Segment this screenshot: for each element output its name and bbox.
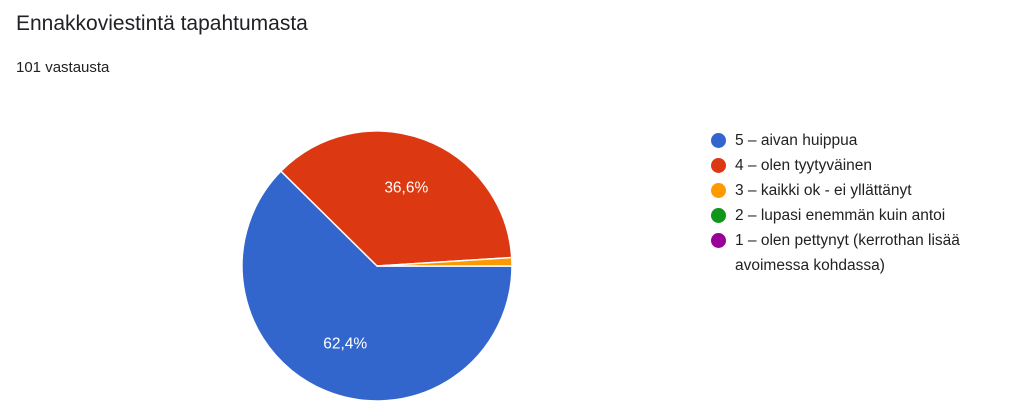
slice-label-2: 36,6% — [384, 180, 428, 197]
legend-swatch-icon — [711, 233, 726, 248]
pie-chart: 62,4% 36,6% — [241, 130, 513, 402]
response-count: 101 vastausta — [16, 59, 110, 76]
legend-swatch-icon — [711, 133, 726, 148]
legend-label: 4 – olen tyytyväinen — [735, 157, 873, 174]
pie-slice-3[interactable] — [376, 256, 513, 267]
legend-item-3[interactable]: 3 – kaikki ok - ei yllättänyt — [711, 178, 1011, 203]
legend-swatch-icon — [711, 158, 726, 173]
legend-item-4[interactable]: 2 – lupasi enemmän kuin antoi — [711, 203, 1011, 228]
chart-legend: 5 – aivan huippua 4 – olen tyytyväinen 3 –… — [711, 128, 1011, 278]
legend-label: 2 – lupasi enemmän kuin antoi — [735, 207, 946, 224]
chart-title: Ennakkoviestintä tapahtumasta — [16, 12, 308, 35]
legend-item-5[interactable]: 1 – olen pettynyt (kerrothan lisää avoim… — [711, 228, 1011, 278]
legend-label: 5 – aivan huippua — [735, 132, 858, 149]
legend-swatch-icon — [711, 208, 726, 223]
pie-slice-2[interactable] — [279, 130, 513, 267]
legend-label: 3 – kaikki ok - ei yllättänyt — [735, 182, 912, 199]
legend-label: 1 – olen pettynyt (kerrothan lisää avoim… — [735, 232, 960, 274]
pie-slice-1[interactable] — [241, 170, 513, 402]
slice-label-1: 62,4% — [323, 335, 367, 352]
legend-swatch-icon — [711, 183, 726, 198]
legend-item-1[interactable]: 5 – aivan huippua — [711, 128, 1011, 153]
legend-item-2[interactable]: 4 – olen tyytyväinen — [711, 153, 1011, 178]
